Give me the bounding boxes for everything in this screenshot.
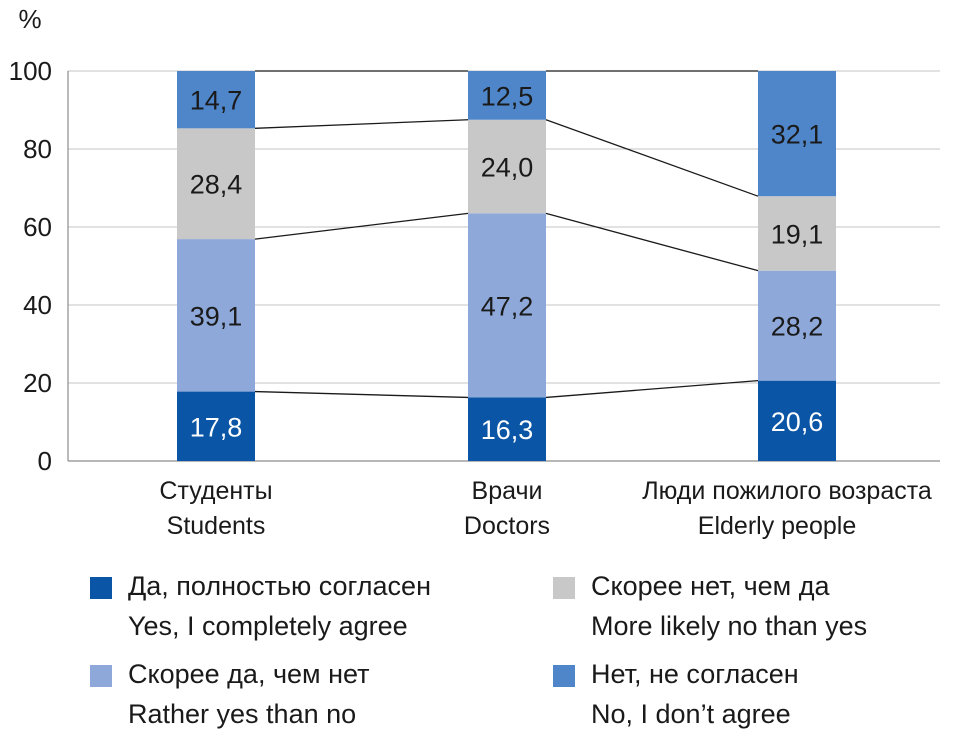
y-tick-label: 80 xyxy=(23,134,52,164)
x-tick-label: Elderly people xyxy=(698,512,856,540)
legend-swatch xyxy=(553,577,575,599)
bar-segment xyxy=(177,391,255,461)
bar-segment xyxy=(468,71,546,120)
y-tick-label: 0 xyxy=(38,446,52,476)
y-unit-label: % xyxy=(18,4,41,34)
x-tick-label: Студенты xyxy=(159,477,272,505)
legend-label-en: More likely no than yes xyxy=(591,611,868,641)
data-label: 12,5 xyxy=(481,81,534,111)
data-label: 28,4 xyxy=(190,170,243,200)
data-label: 28,2 xyxy=(771,312,824,342)
legend-label-en: Yes, I completely agree xyxy=(128,611,408,641)
data-label: 24,0 xyxy=(481,153,534,183)
x-tick-label: Люди пожилого возраста xyxy=(642,477,932,505)
series-connector-line xyxy=(545,119,759,197)
legend-item-rather-yes: Скорее да, чем нет Rather yes than no xyxy=(90,654,370,734)
y-tick-label: 100 xyxy=(9,56,52,86)
x-tick-label: Doctors xyxy=(464,512,550,540)
series-connector-line xyxy=(545,212,759,272)
series-connector-line xyxy=(254,390,469,399)
bar-segment xyxy=(177,71,255,129)
y-tick-label: 60 xyxy=(23,212,52,242)
legend-label-en: No, I don’t agree xyxy=(591,699,791,729)
legend-label: Скорее нет, чем да More likely no than y… xyxy=(591,566,867,646)
legend-swatch xyxy=(90,665,112,687)
y-tick-label: 20 xyxy=(23,368,52,398)
bar-segment xyxy=(758,196,836,271)
legend-label: Да, полностью согласен Yes, I completely… xyxy=(128,566,431,646)
y-tick-label: 40 xyxy=(23,290,52,320)
data-label: 39,1 xyxy=(190,301,243,331)
bar-segment xyxy=(468,397,546,461)
x-tick-label: Врачи xyxy=(472,477,543,505)
legend-swatch xyxy=(90,577,112,599)
bar-segment xyxy=(758,380,836,461)
legend-label-ru: Скорее да, чем нет xyxy=(128,659,370,689)
legend-label-ru: Скорее нет, чем да xyxy=(591,571,830,601)
bar-segment xyxy=(468,213,546,398)
stacked-bar-chart: 0 20 40 60 80 100% 17,8 39,1 28,4 14,7 16,3 47,2 24,… xyxy=(9,4,940,540)
legend-label: Нет, не согласен No, I don’t agree xyxy=(591,654,799,734)
data-label: 20,6 xyxy=(771,407,824,437)
data-label: 19,1 xyxy=(771,219,824,249)
legend-item-no-disagree: Нет, не согласен No, I don’t agree xyxy=(553,654,799,734)
legend: Да, полностью согласен Yes, I completely… xyxy=(0,562,961,739)
data-label: 47,2 xyxy=(481,291,534,321)
series-connector-line xyxy=(254,119,469,129)
data-label: 17,8 xyxy=(190,412,243,442)
legend-item-more-likely-no: Скорее нет, чем да More likely no than y… xyxy=(553,566,867,646)
bar-segment xyxy=(758,270,836,381)
bar-segment xyxy=(468,119,546,214)
legend-label-ru: Нет, не согласен xyxy=(591,659,799,689)
bar-segment xyxy=(177,239,255,392)
series-connector-line xyxy=(545,380,759,399)
x-tick-label: Students xyxy=(167,512,266,540)
legend-label-ru: Да, полностью согласен xyxy=(128,571,431,601)
bar-segment xyxy=(177,128,255,240)
legend-label-en: Rather yes than no xyxy=(128,699,357,729)
data-label: 14,7 xyxy=(190,86,243,116)
data-label: 32,1 xyxy=(771,120,824,150)
series-connector-line xyxy=(254,212,469,240)
legend-label: Скорее да, чем нет Rather yes than no xyxy=(128,654,370,734)
bar-segment xyxy=(758,71,836,197)
legend-item-yes-completely: Да, полностью согласен Yes, I completely… xyxy=(90,566,431,646)
data-label: 16,3 xyxy=(481,415,534,445)
legend-swatch xyxy=(553,665,575,687)
